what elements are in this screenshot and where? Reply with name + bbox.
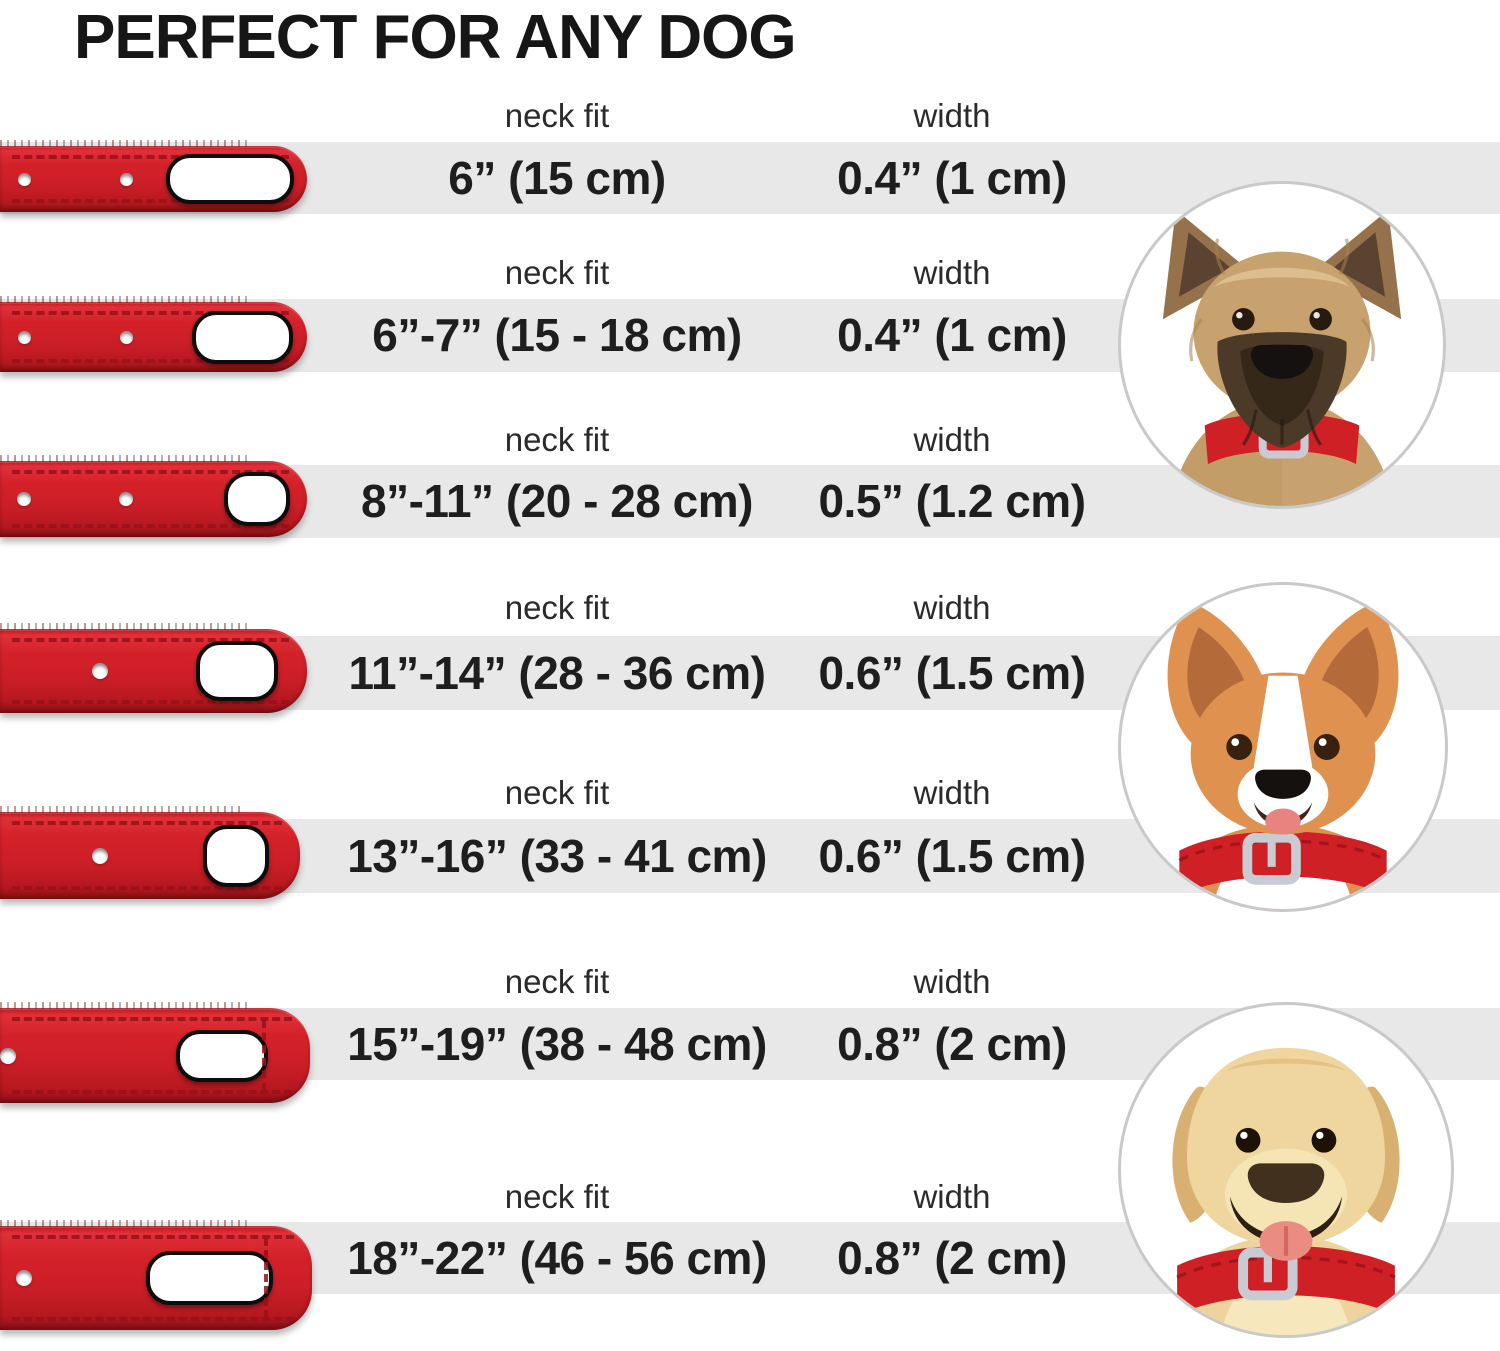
page-title: PERFECT FOR ANY DOG <box>74 3 797 72</box>
size-label-badge <box>146 1251 273 1305</box>
collar-strap <box>0 1002 310 1103</box>
collar-hole <box>17 330 31 344</box>
collar-stitching <box>12 1235 294 1239</box>
neck-fit-column-header: neck fit <box>504 963 610 1000</box>
neck-fit-value: 8”-11” (20 - 28 cm) <box>361 475 753 527</box>
collar-stitching <box>12 700 289 704</box>
collar-stitching <box>12 886 282 890</box>
width-value: 0.4” (1 cm) <box>837 309 1067 361</box>
terrier-dog-illustration <box>1162 209 1402 506</box>
size-label-badge <box>176 1029 268 1082</box>
collar-hole <box>92 663 108 679</box>
collar-strap <box>0 140 307 212</box>
collar-strap <box>0 623 307 713</box>
width-value: 0.5” (1.2 cm) <box>818 475 1086 527</box>
corgi-dog-photo <box>1118 582 1448 912</box>
terrier-dog-photo <box>1118 181 1446 509</box>
neck-fit-value: 15”-19” (38 - 48 cm) <box>347 1018 767 1070</box>
width-column-header: width <box>913 97 991 134</box>
width-column-header: width <box>913 1178 991 1215</box>
size-label-badge <box>203 824 269 887</box>
neck-fit-column-header: neck fit <box>504 97 610 134</box>
collar-hole <box>92 847 108 864</box>
neck-fit-value: 6”-7” (15 - 18 cm) <box>372 309 742 361</box>
size-label-badge <box>224 472 290 526</box>
collar-stitching <box>12 1017 292 1021</box>
width-value: 0.6” (1.5 cm) <box>818 830 1086 882</box>
collar-stitching <box>12 821 282 825</box>
collar-stitching <box>12 1090 292 1094</box>
collar-stitching <box>12 199 289 203</box>
collar-strap <box>0 296 307 372</box>
collar-stitching <box>264 1238 268 1318</box>
size-label-badge <box>196 641 278 701</box>
width-value: 0.6” (1.5 cm) <box>818 647 1086 699</box>
collar-strap <box>0 1220 312 1330</box>
collar-hole <box>17 492 31 506</box>
neck-fit-value: 18”-22” (46 - 56 cm) <box>347 1232 767 1284</box>
neck-fit-column-header: neck fit <box>504 589 610 626</box>
collar-stitching <box>262 1020 266 1091</box>
collar-strap <box>0 806 300 899</box>
neck-fit-column-header: neck fit <box>504 774 610 811</box>
width-value: 0.8” (2 cm) <box>837 1232 1067 1284</box>
neck-fit-value: 11”-14” (28 - 36 cm) <box>348 647 766 699</box>
collar-stitching <box>12 1317 294 1321</box>
collar-hole <box>119 492 133 506</box>
collar-stitching <box>12 359 289 363</box>
neck-fit-column-header: neck fit <box>504 254 610 291</box>
collar-hole <box>17 172 31 186</box>
collar-stitching <box>12 470 289 474</box>
width-column-header: width <box>913 774 991 811</box>
width-column-header: width <box>913 963 991 1000</box>
width-value: 0.4” (1 cm) <box>837 152 1067 204</box>
collar-hole <box>16 1270 32 1286</box>
width-column-header: width <box>913 421 991 458</box>
labrador-dog-photo <box>1118 1002 1454 1338</box>
collar-hole <box>119 172 133 186</box>
width-value: 0.8” (2 cm) <box>837 1018 1067 1070</box>
size-label-badge <box>166 154 294 204</box>
neck-fit-value: 13”-16” (33 - 41 cm) <box>347 830 767 882</box>
width-column-header: width <box>913 254 991 291</box>
width-column-header: width <box>913 589 991 626</box>
neck-fit-value: 6” (15 cm) <box>448 152 666 204</box>
collar-stitching <box>12 155 289 159</box>
collar-strap <box>0 455 307 537</box>
labrador-dog-illustration <box>1158 1047 1414 1335</box>
neck-fit-column-header: neck fit <box>504 421 610 458</box>
collar-hole <box>119 330 133 344</box>
collar-stitching <box>12 524 289 528</box>
neck-fit-column-header: neck fit <box>504 1178 610 1215</box>
corgi-dog-illustration <box>1164 601 1402 909</box>
collar-hole <box>0 1047 16 1064</box>
collar-stitching <box>12 638 289 642</box>
collar-stitching <box>12 311 289 315</box>
size-label-badge <box>192 310 293 364</box>
